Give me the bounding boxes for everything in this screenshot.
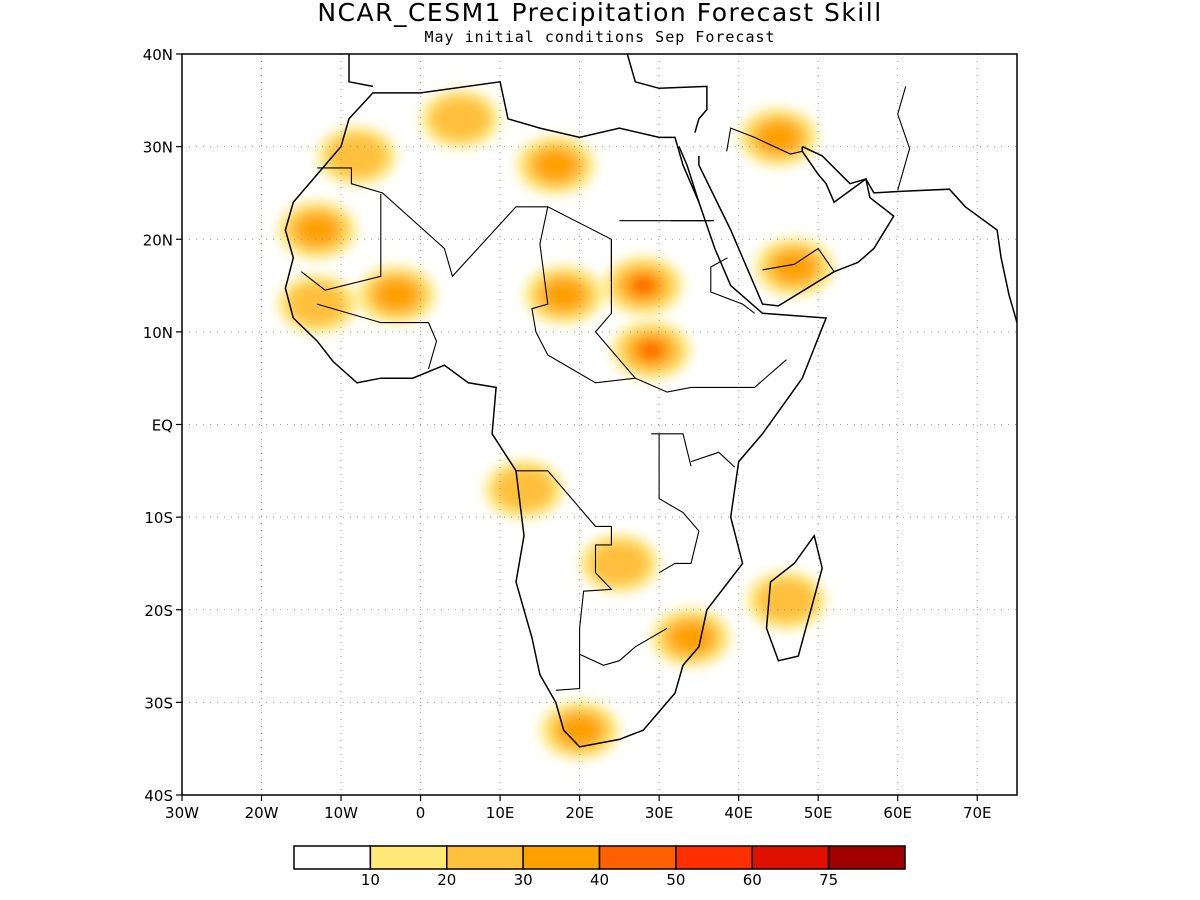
country-border [579,627,668,666]
skill-blob [296,214,338,246]
arabia-coastline [698,146,895,307]
colorbar-label: 50 [666,871,685,889]
skill-blob [376,279,418,311]
skill-blob [430,96,491,141]
colorbar-label: 20 [437,871,456,889]
colorbar-swatch [522,845,601,870]
skill-blob [543,279,585,311]
longitude-labels: 30W 20W 10W 0 10E 20E 30E 40E 50E 60E 70E [165,795,992,822]
lon-label: 40E [724,804,753,822]
country-border [317,167,612,281]
lat-label: EQ [152,417,173,435]
map-subtitle: May initial conditions Sep Forecast [424,28,776,46]
country-border [531,206,636,384]
lat-label: 20N [143,231,173,249]
colorbar-swatch [598,845,677,870]
colorbar-swatch [446,845,524,870]
country-border [690,451,736,468]
skill-blob [287,281,348,327]
skill-blob [494,467,554,512]
lat-label: 10N [143,324,173,342]
skill-blob [535,149,577,181]
country-border [300,193,382,291]
country-border [726,127,803,155]
lon-label: 10W [324,804,358,822]
skill-blob [773,251,816,283]
country-border [651,433,692,467]
skill-blob [756,578,817,623]
country-border [594,239,787,393]
lon-label: 70E [963,804,992,822]
levant-coastline [626,54,708,133]
lat-label: 20S [144,602,173,620]
colorbar-label: 30 [514,871,533,889]
colorbar-swatch [369,845,448,870]
lon-label: 10E [486,804,515,822]
country-border [516,470,613,691]
map-frame [181,53,1018,796]
colorbar-swatch [675,845,753,870]
colorbar-swatch [827,845,906,870]
madagascar-coastline [765,533,823,662]
coastlines [284,54,1017,748]
grid-lines [182,54,1017,795]
colorbar-label: 40 [590,871,609,889]
skill-blob [757,122,800,153]
latitude-labels: 40N 30N 20N 10N EQ 10S 20S 30S 40S [143,46,182,805]
country-border [658,433,700,574]
colorbar-label: 75 [819,871,838,889]
india-coastline [905,188,1017,323]
colorbar: 10 20 30 40 50 60 75 [293,845,906,889]
country-border [897,86,911,191]
iberia-coastline [348,54,374,88]
skill-blob [589,541,650,586]
skill-blob [640,283,646,288]
colorbar-label: 10 [361,871,380,889]
country-border [762,247,835,273]
lon-label: 50E [804,804,833,822]
lon-label: 20W [245,804,279,822]
skill-blob [670,622,712,653]
country-border [710,257,755,314]
lat-label: 40N [143,46,173,64]
skill-blob [327,133,387,178]
lat-label: 10S [144,509,173,527]
skill-shading [278,89,834,760]
lon-label: 0 [416,804,426,822]
skill-blob [558,714,601,746]
lon-label: 30W [165,804,199,822]
lat-label: 30S [144,694,173,712]
africa-coastline [284,80,828,748]
lon-label: 20E [565,804,594,822]
country-border [317,303,438,370]
lon-label: 30E [645,804,674,822]
colorbar-swatch [751,845,830,870]
skill-blob [639,341,663,359]
lat-label: 30N [143,139,173,157]
lon-label: 60E [883,804,912,822]
colorbar-label: 60 [743,871,762,889]
lat-label: 40S [144,787,173,805]
map-title: NCAR_CESM1 Precipitation Forecast Skill [317,0,883,27]
colorbar-swatch [293,845,372,870]
